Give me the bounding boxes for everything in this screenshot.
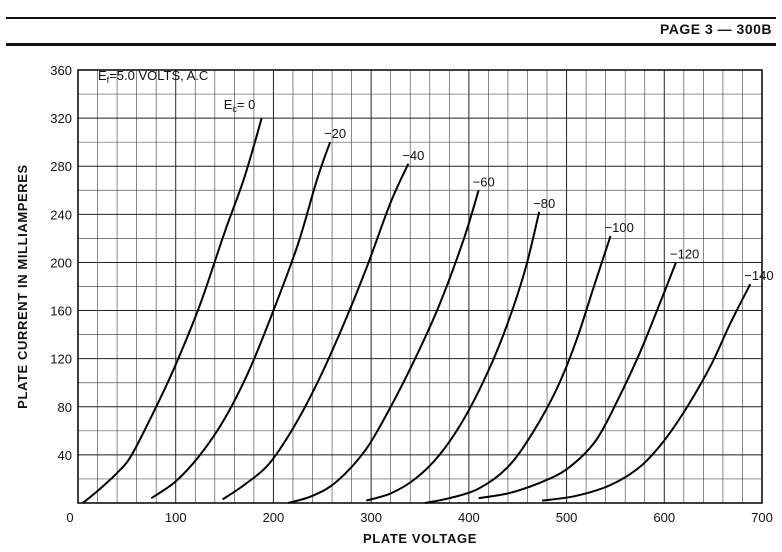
curves — [82, 117, 752, 504]
annotation-text: =5.0 VOLTS, A.C — [109, 68, 208, 83]
x-axis-label: PLATE VOLTAGE — [363, 531, 477, 546]
curve-label: −20 — [324, 126, 346, 141]
curve-label: −120 — [670, 246, 699, 261]
y-tick-label: 320 — [50, 111, 72, 126]
y-tick-label: 200 — [50, 255, 72, 270]
grid-bias-curve — [541, 283, 752, 502]
grid-bias-curve — [150, 141, 332, 500]
x-tick-label: 300 — [360, 510, 382, 525]
x-tick-label: 200 — [263, 510, 285, 525]
y-tick-label: 120 — [50, 352, 72, 367]
x-tick-label: 400 — [458, 510, 480, 525]
grid-bias-curve — [287, 190, 480, 504]
grid-bias-curve — [222, 163, 410, 501]
x-tick-label: 500 — [556, 510, 578, 525]
curve-label: −100 — [605, 220, 634, 235]
x-tick-label: 700 — [751, 510, 773, 525]
plot-frame — [77, 69, 763, 504]
y-axis-label: PLATE CURRENT IN MILLIAMPERES — [15, 164, 30, 409]
y-tick-label: 160 — [50, 304, 72, 319]
grid — [78, 70, 762, 503]
grid-bias-curve — [366, 211, 541, 502]
header-rule — [6, 43, 776, 46]
page-header: PAGE 3 — 300B — [659, 21, 772, 37]
curve-labels: Ec= 0 −20 −40 −60 −80 −100 −120 −140 — [224, 97, 774, 283]
y-tick-label: 360 — [50, 63, 72, 78]
curve-label: −60 — [473, 174, 495, 189]
curve-label: Ec= 0 — [224, 97, 256, 114]
x-tick-label: 100 — [165, 510, 187, 525]
x-tick-label: 600 — [653, 510, 675, 525]
grid-bias-curve — [82, 117, 263, 504]
y-tick-label: 240 — [50, 207, 72, 222]
curve-label: −140 — [744, 268, 773, 283]
filament-voltage-annotation: Ef=5.0 VOLTS, A.C — [98, 68, 208, 85]
curve-label: −40 — [402, 148, 424, 163]
grid-bias-curve — [478, 262, 677, 500]
curve-label: −80 — [533, 196, 555, 211]
y-tick-label: 80 — [58, 400, 72, 415]
grid-bias-curve — [424, 235, 612, 504]
y-tick-labels: 40 80 120 160 200 240 280 320 360 — [50, 63, 72, 463]
x-tick-labels: 0 100 200 300 400 500 600 700 — [66, 510, 772, 525]
y-tick-label: 280 — [50, 159, 72, 174]
y-tick-label: 40 — [58, 448, 72, 463]
top-rule — [6, 17, 776, 19]
x-tick-label: 0 — [66, 510, 73, 525]
